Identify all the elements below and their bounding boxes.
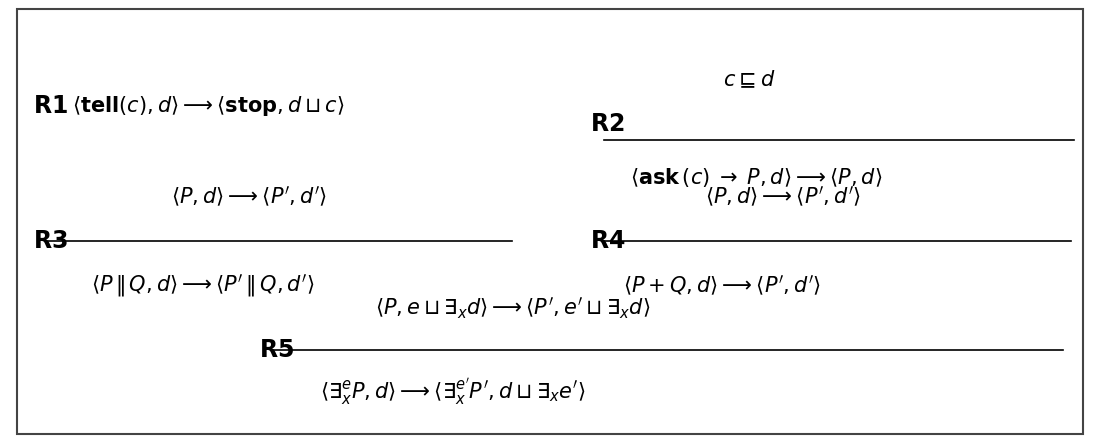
Text: $\langle\mathbf{tell}(c), d\rangle \longrightarrow \langle\mathbf{stop}, d \sqcu: $\langle\mathbf{tell}(c), d\rangle \long… xyxy=(72,94,344,118)
Text: $\mathbf{R4}$: $\mathbf{R4}$ xyxy=(590,229,625,253)
Text: $\langle P, e \sqcup \exists_x d\rangle \longrightarrow \langle P', e' \sqcup \e: $\langle P, e \sqcup \exists_x d\rangle … xyxy=(375,295,650,321)
Text: $\mathbf{R3}$: $\mathbf{R3}$ xyxy=(33,229,68,253)
Text: $c \sqsubseteq d$: $c \sqsubseteq d$ xyxy=(723,69,776,90)
Text: $\mathbf{R1}$: $\mathbf{R1}$ xyxy=(33,94,68,118)
Text: $\langle P, d\rangle \longrightarrow \langle P', d'\rangle$: $\langle P, d\rangle \longrightarrow \la… xyxy=(171,185,327,210)
Text: $\langle\mathbf{ask}\,(c)\;\rightarrow\; P, d\rangle \longrightarrow \langle P, : $\langle\mathbf{ask}\,(c)\;\rightarrow\;… xyxy=(630,166,883,189)
Text: $\langle P, d\rangle \longrightarrow \langle P', d'\rangle$: $\langle P, d\rangle \longrightarrow \la… xyxy=(705,185,862,210)
Text: $\langle P \,\|\, Q, d\rangle \longrightarrow \langle P' \,\|\, Q, d'\rangle$: $\langle P \,\|\, Q, d\rangle \longright… xyxy=(91,272,315,299)
Text: $\langle\exists_x^e P, d\rangle \longrightarrow \langle\exists_x^{e'} P', d \sqc: $\langle\exists_x^e P, d\rangle \longrig… xyxy=(320,377,585,407)
Text: $\mathbf{R2}$: $\mathbf{R2}$ xyxy=(590,112,624,136)
Text: $\mathbf{R5}$: $\mathbf{R5}$ xyxy=(259,338,294,362)
Text: $\langle P + Q, d\rangle \longrightarrow \langle P', d'\rangle$: $\langle P + Q, d\rangle \longrightarrow… xyxy=(623,273,821,298)
